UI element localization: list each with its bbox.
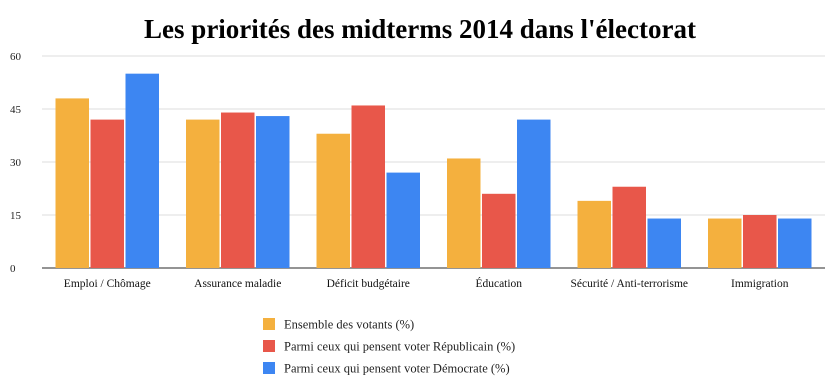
y-tick-label: 0 [10, 263, 16, 275]
legend: Ensemble des votants (%) Parmi ceux qui p… [263, 318, 515, 376]
bar [386, 172, 420, 268]
legend-label: Ensemble des votants (%) [284, 318, 414, 332]
y-tick-label: 60 [10, 51, 22, 63]
bar [125, 73, 159, 269]
bars [55, 73, 812, 269]
bar [90, 119, 124, 268]
x-tick-label: Sécurité / Anti-terrorisme [570, 278, 688, 290]
x-tick-label: Déficit budgétaire [327, 278, 410, 290]
legend-swatch [263, 340, 275, 352]
x-tick-label: Emploi / Chômage [64, 278, 151, 290]
bar [482, 193, 516, 268]
legend-swatch [263, 318, 275, 330]
chart-title: Les priorités des midterms 2014 dans l'é… [144, 14, 696, 44]
y-tick-label: 45 [10, 104, 22, 116]
bar [316, 133, 350, 268]
bar [708, 218, 742, 268]
bar [647, 218, 681, 268]
bar [612, 186, 646, 268]
bar [447, 158, 481, 268]
bar [351, 105, 385, 268]
bar [577, 200, 611, 268]
x-tick-label: Assurance maladie [194, 278, 281, 290]
y-axis-ticks: 0 15 30 45 60 [10, 51, 22, 275]
legend-label: Parmi ceux qui pensent voter Démocrate (… [284, 362, 510, 376]
bar [256, 116, 290, 268]
grid-lines [42, 55, 825, 269]
bar [778, 218, 812, 268]
y-tick-label: 15 [10, 210, 22, 222]
y-tick-label: 30 [10, 157, 22, 169]
bar [743, 215, 777, 268]
legend-label: Parmi ceux qui pensent voter Républicain… [284, 340, 515, 354]
x-axis-labels: Emploi / Chômage Assurance maladie Déficit… [64, 276, 789, 290]
bar [517, 119, 551, 268]
bar [55, 98, 89, 269]
x-tick-label: Immigration [731, 278, 789, 290]
x-tick-label: Éducation [475, 276, 522, 290]
bar [221, 112, 255, 269]
legend-swatch [263, 362, 275, 374]
bar [186, 119, 220, 268]
